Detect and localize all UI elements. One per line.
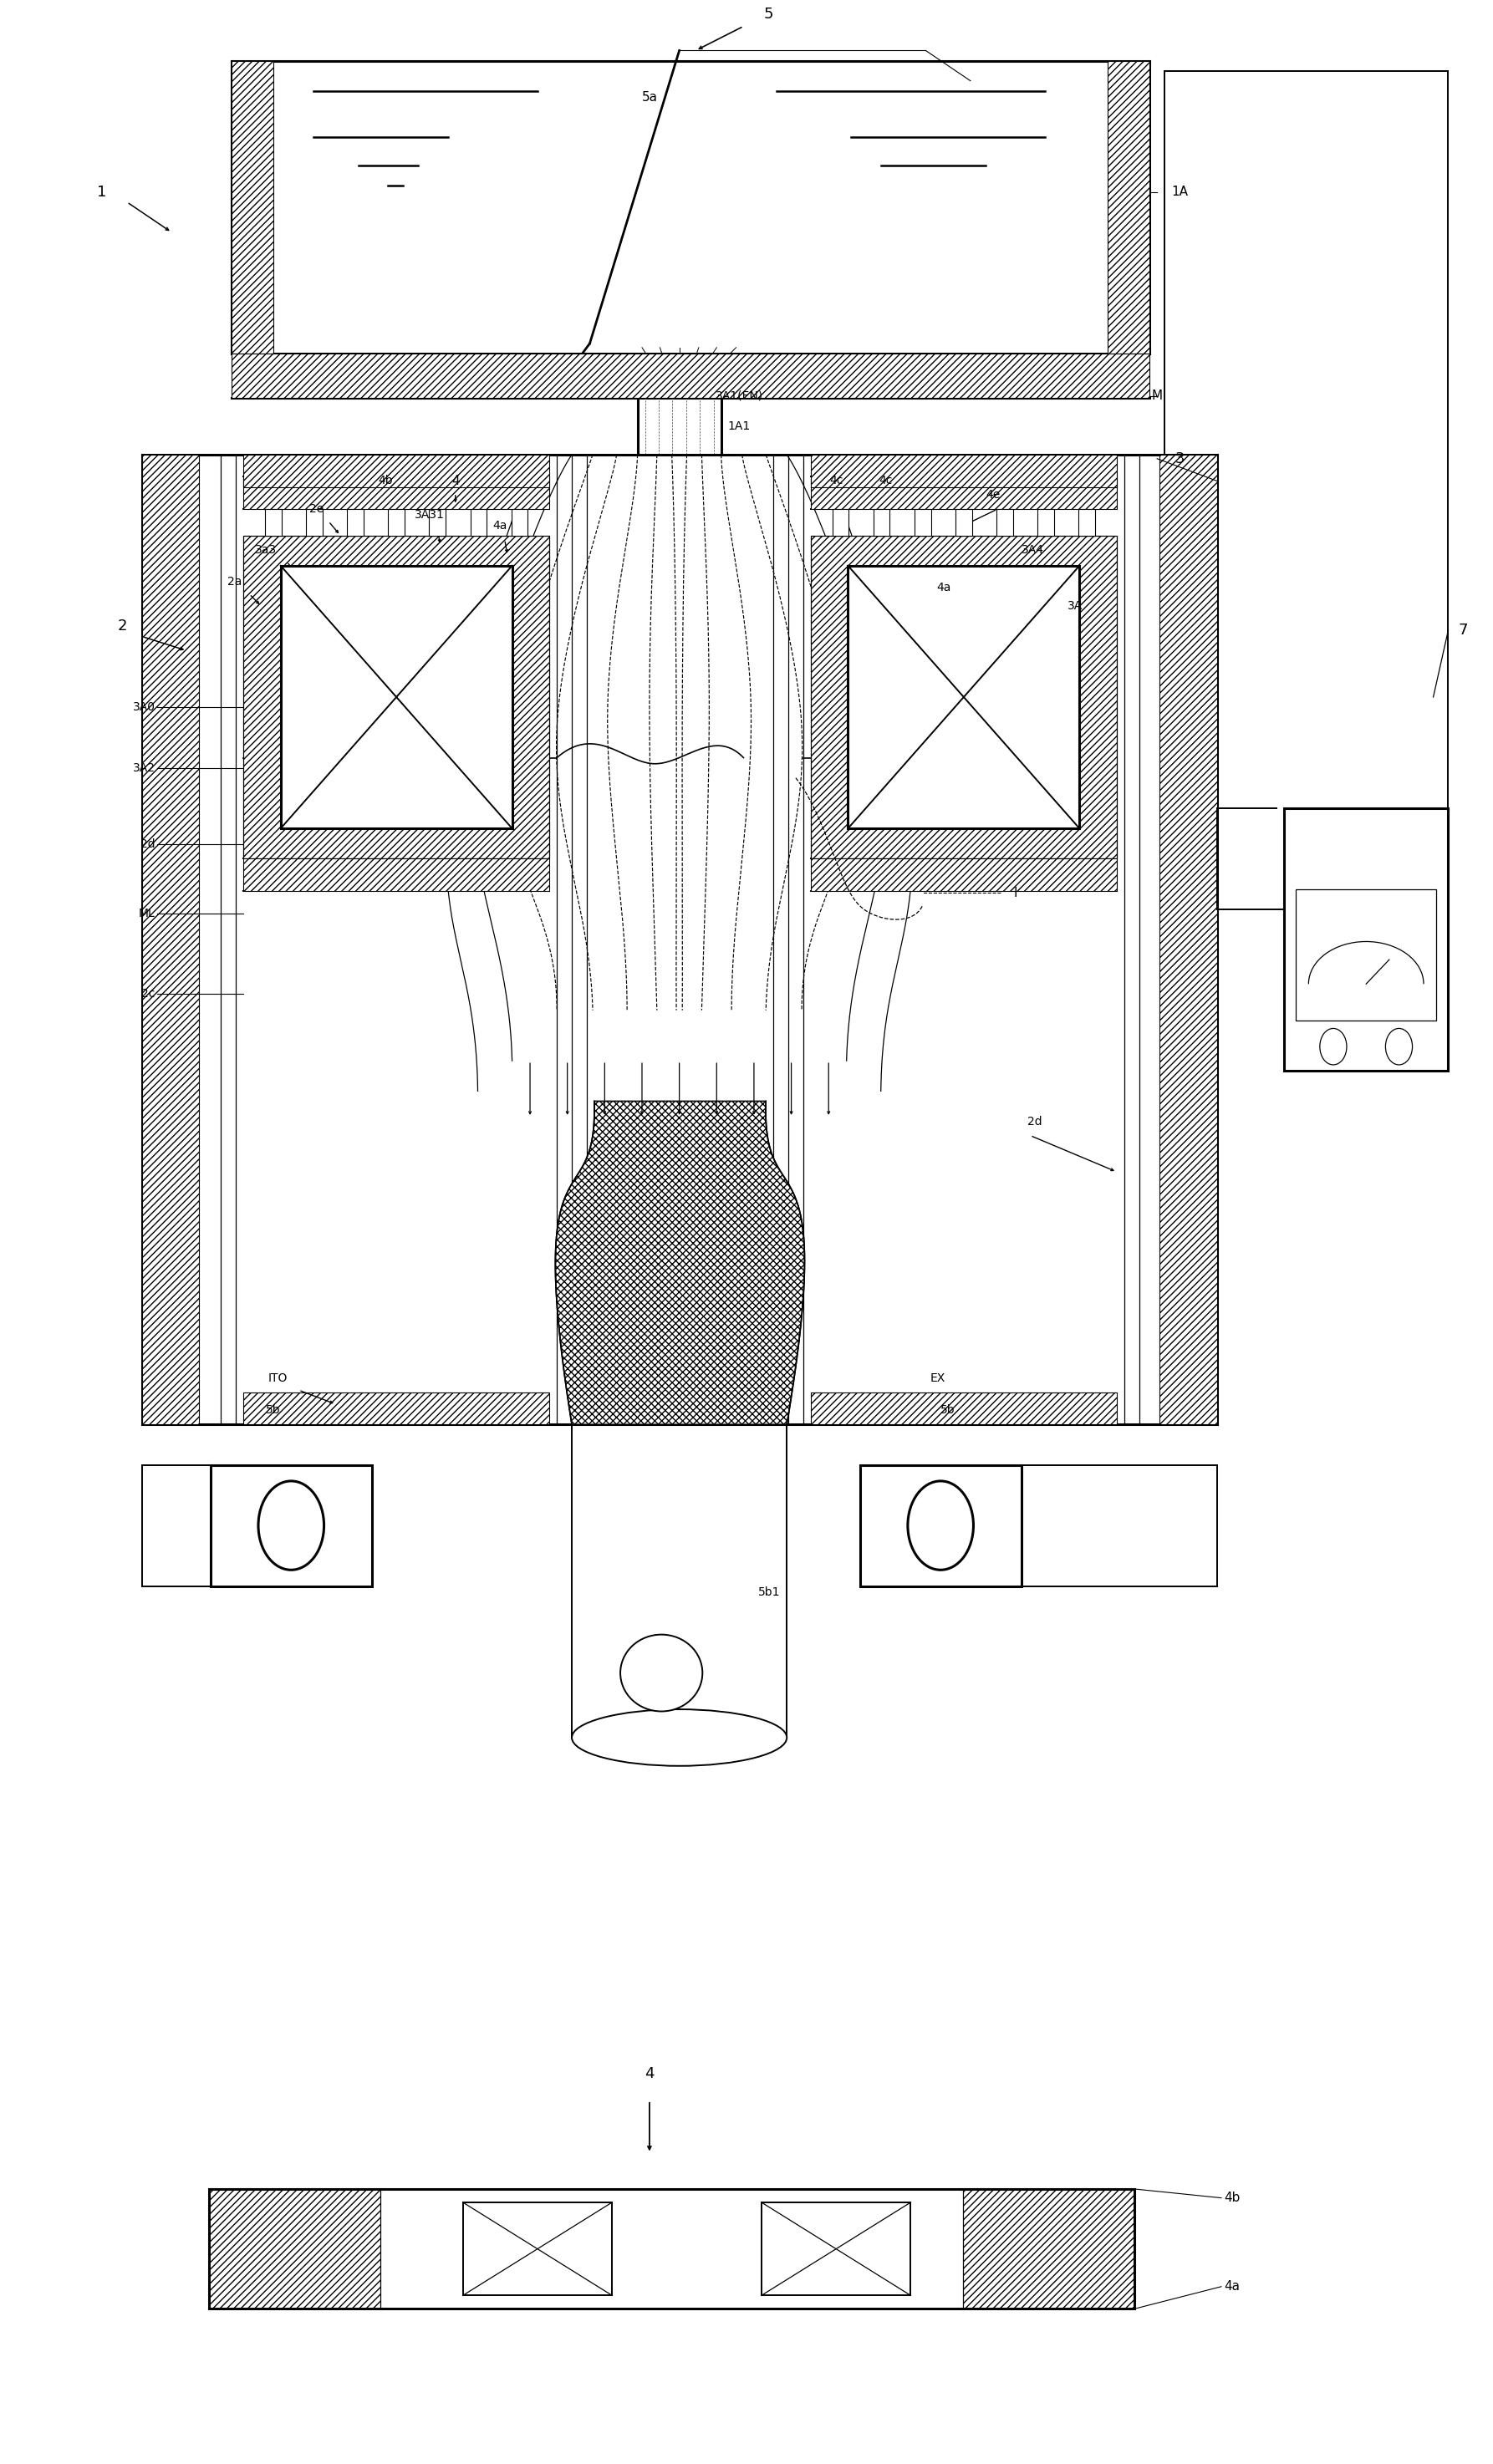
Text: 3A1(EN): 3A1(EN) xyxy=(715,389,763,402)
Bar xyxy=(833,510,850,535)
Bar xyxy=(1038,510,1054,535)
Bar xyxy=(243,453,549,488)
Text: 5b: 5b xyxy=(941,1404,956,1417)
Text: 5a: 5a xyxy=(642,91,657,103)
Ellipse shape xyxy=(621,1634,702,1712)
Text: 1A1: 1A1 xyxy=(727,421,751,431)
Bar xyxy=(997,510,1014,535)
Text: 1: 1 xyxy=(97,185,106,200)
Bar xyxy=(860,1464,1021,1587)
Bar xyxy=(231,355,1150,399)
Text: 4a: 4a xyxy=(936,582,951,594)
Bar xyxy=(209,2188,1135,2309)
Text: 3A2: 3A2 xyxy=(133,761,155,774)
Bar xyxy=(1078,510,1094,535)
Bar xyxy=(266,510,281,535)
Bar xyxy=(388,510,405,535)
Text: 4e: 4e xyxy=(985,490,1000,500)
Text: 4: 4 xyxy=(645,2067,654,2082)
Bar xyxy=(243,1392,549,1424)
Text: M: M xyxy=(1151,389,1163,402)
Text: 4a: 4a xyxy=(1224,2279,1241,2294)
Text: 3: 3 xyxy=(1175,451,1184,466)
Text: 3A4: 3A4 xyxy=(1021,545,1045,554)
Bar xyxy=(243,478,549,510)
Text: 2c: 2c xyxy=(142,988,155,1000)
Bar xyxy=(231,62,273,355)
Text: 2: 2 xyxy=(118,618,127,633)
Text: 3A: 3A xyxy=(1067,601,1082,611)
Bar xyxy=(1284,808,1448,1072)
Bar xyxy=(1160,453,1217,1424)
Text: 5b1: 5b1 xyxy=(758,1587,779,1599)
Text: 2d: 2d xyxy=(1027,1116,1042,1126)
Bar xyxy=(811,1392,1117,1424)
Text: 5b: 5b xyxy=(266,1404,281,1417)
Bar xyxy=(306,510,322,535)
Bar xyxy=(463,2203,612,2296)
Bar xyxy=(381,2188,963,2309)
Bar xyxy=(811,535,1117,860)
Bar xyxy=(915,510,932,535)
Text: 3A0: 3A0 xyxy=(133,702,155,712)
Text: I: I xyxy=(1014,887,1017,899)
Bar xyxy=(430,510,445,535)
Bar xyxy=(811,478,1117,510)
Bar xyxy=(811,860,1117,892)
Bar xyxy=(956,510,972,535)
Bar xyxy=(470,510,487,535)
Text: 2a: 2a xyxy=(227,577,242,589)
Text: EX: EX xyxy=(930,1372,945,1385)
Bar xyxy=(811,453,1117,488)
Bar xyxy=(761,2203,911,2296)
Text: 7: 7 xyxy=(1459,623,1468,638)
Bar xyxy=(243,860,549,892)
Text: 2e: 2e xyxy=(309,503,324,515)
Text: 1A: 1A xyxy=(1171,185,1188,197)
Text: 2d: 2d xyxy=(140,838,155,850)
Bar xyxy=(209,2188,381,2309)
Text: 4c: 4c xyxy=(829,476,844,488)
Text: 4a: 4a xyxy=(493,520,508,532)
Text: 4b: 4b xyxy=(1224,2190,1241,2205)
Bar xyxy=(1296,890,1436,1020)
Bar xyxy=(1108,62,1150,355)
Text: 5: 5 xyxy=(764,7,773,22)
Bar xyxy=(511,510,529,535)
Bar xyxy=(963,2188,1135,2309)
Text: ITO: ITO xyxy=(267,1372,288,1385)
Text: 4b: 4b xyxy=(378,476,393,488)
Text: 4: 4 xyxy=(451,476,460,488)
Text: 4c: 4c xyxy=(878,476,893,488)
Ellipse shape xyxy=(572,1710,787,1767)
Bar xyxy=(243,535,549,860)
Bar xyxy=(142,453,199,1424)
Bar xyxy=(281,567,512,828)
Text: ML: ML xyxy=(139,907,155,919)
Bar xyxy=(211,1464,372,1587)
Text: 3A31: 3A31 xyxy=(415,510,445,520)
Text: 3a3: 3a3 xyxy=(255,545,276,554)
Bar xyxy=(346,510,364,535)
Bar xyxy=(873,510,890,535)
Bar xyxy=(848,567,1079,828)
Polygon shape xyxy=(555,1101,805,1424)
